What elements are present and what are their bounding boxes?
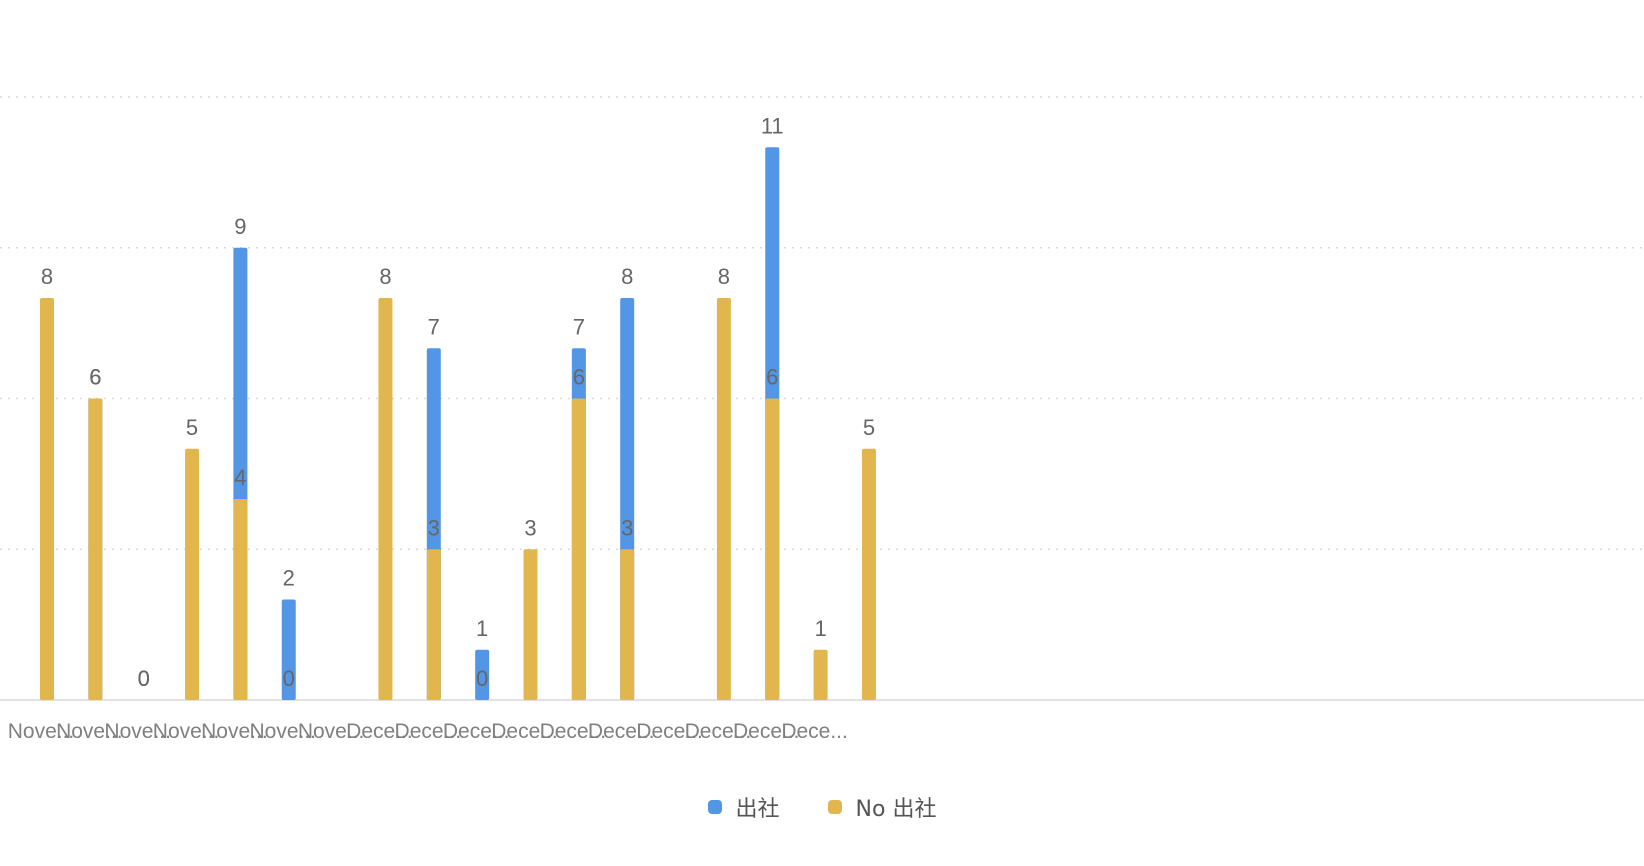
value-label-series-1-slot-17: 5 (863, 415, 875, 440)
value-label-series-0-slot-15: 11 (761, 113, 784, 138)
value-label-series-1-slot-4: 4 (234, 465, 246, 490)
x-tick-labels: Nove...Nove...Nove...Nove...Nove...Nove.… (8, 720, 848, 743)
x-tick-label-14: Dece... (685, 720, 752, 743)
value-label-series-1-slot-8: 3 (428, 515, 440, 540)
bar-series-1-slot-3[interactable] (185, 448, 200, 700)
x-tick-label-4: Nove... (201, 720, 268, 743)
x-tick-label-2: Nove... (104, 720, 171, 743)
bar-series-0-slot-9[interactable] (475, 649, 490, 700)
value-label-series-0-slot-4: 9 (234, 214, 246, 239)
legend-label-series-0: 出社 (735, 797, 780, 822)
x-tick-label-10: Dece... (491, 720, 558, 743)
bar-series-1-slot-1[interactable] (88, 398, 103, 701)
bar-series-1-slot-15[interactable] (765, 398, 780, 701)
value-label-series-1-slot-5: 0 (283, 666, 295, 691)
value-label-series-1-slot-9: 0 (476, 666, 488, 691)
legend-swatch-series-1 (827, 800, 842, 814)
bar-series-1-slot-4[interactable] (233, 499, 248, 700)
value-label-series-1-slot-15: 6 (766, 365, 778, 390)
value-label-series-0-slot-11: 7 (573, 314, 585, 339)
value-label-series-1-slot-12: 3 (621, 515, 633, 540)
x-tick-label-8: Dece... (395, 720, 462, 743)
value-label-series-1-slot-1: 6 (89, 365, 101, 390)
bar-series-1-slot-16[interactable] (813, 649, 828, 700)
value-label-series-1-slot-10: 3 (524, 515, 536, 540)
x-tick-label-13: Dece... (636, 720, 703, 743)
x-tick-label-11: Dece... (540, 720, 607, 743)
value-label-series-1-slot-11: 6 (573, 365, 585, 390)
value-label-series-0-slot-2: 0 (138, 666, 150, 691)
x-tick-label-3: Nove... (153, 720, 220, 743)
x-tick-label-0: Nove... (8, 720, 75, 743)
x-tick-label-16: Dece... (781, 720, 848, 743)
value-label-series-1-slot-0: 8 (41, 264, 53, 289)
bars (40, 147, 876, 700)
value-label-series-1-slot-14: 8 (718, 264, 730, 289)
bar-series-1-slot-0[interactable] (40, 298, 54, 700)
x-tick-label-7: Dece... (346, 720, 413, 743)
value-label-series-0-slot-5: 2 (283, 566, 295, 591)
x-tick-label-12: Dece... (588, 720, 655, 743)
legend-item-series-0[interactable]: 出社 (707, 791, 780, 823)
legend-item-series-1[interactable]: No 出社 (827, 791, 937, 823)
x-tick-label-1: Nove... (56, 720, 123, 743)
x-tick-label-6: Nove... (298, 720, 365, 743)
bar-series-1-slot-8[interactable] (426, 549, 441, 700)
bar-series-1-slot-10[interactable] (523, 549, 538, 700)
value-label-series-1-slot-16: 1 (814, 616, 826, 641)
legend-swatch-series-0 (707, 800, 722, 814)
bar-series-1-slot-12[interactable] (620, 549, 635, 700)
value-label-series-1-slot-7: 8 (379, 264, 391, 289)
value-label-series-1-slot-3: 5 (186, 415, 198, 440)
value-label-series-0-slot-9: 1 (476, 616, 488, 641)
x-tick-label-9: Dece... (443, 720, 510, 743)
value-label-series-0-slot-12: 8 (621, 264, 633, 289)
x-tick-label-15: Dece... (733, 720, 800, 743)
x-tick-label-5: Nove... (249, 720, 316, 743)
legend: 出社 No 出社 (0, 790, 1644, 824)
bar-series-0-slot-5[interactable] (281, 599, 296, 701)
legend-label-series-1: No 出社 (855, 797, 937, 822)
value-label-series-1-slot-2: 0 (138, 666, 150, 691)
bar-series-1-slot-14[interactable] (716, 298, 731, 700)
value-label-series-0-slot-1: 6 (89, 365, 101, 390)
bar-series-1-slot-11[interactable] (571, 398, 586, 701)
bar-series-1-slot-17[interactable] (861, 448, 876, 700)
value-label-series-0-slot-8: 7 (428, 314, 440, 339)
grid-lines (0, 96, 1644, 550)
bar-series-1-slot-7[interactable] (378, 298, 393, 700)
